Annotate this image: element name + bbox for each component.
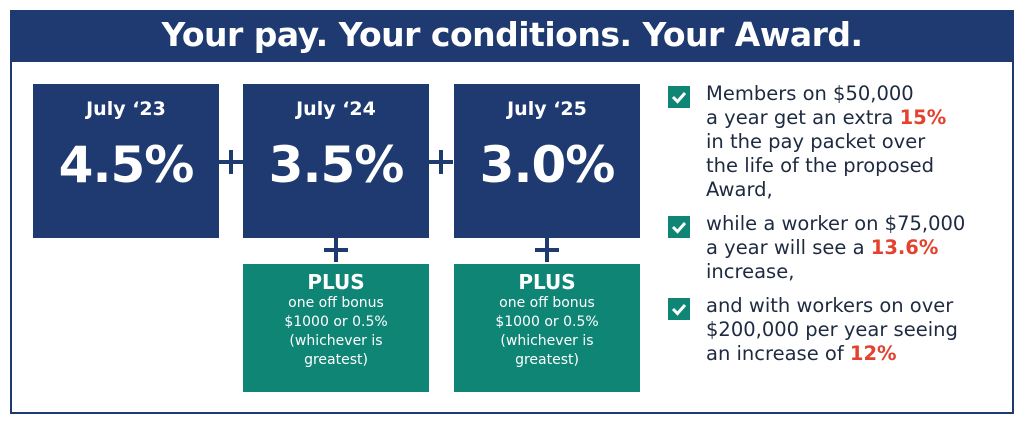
line: a year will see a 13.6% bbox=[706, 236, 1008, 260]
date: July ‘25 bbox=[507, 98, 587, 120]
text: Award, bbox=[706, 178, 773, 201]
bonus-line: (whichever is bbox=[289, 333, 383, 349]
text: the life of the proposed bbox=[706, 154, 935, 177]
checklist-item: while a worker on $75,000 a year will see… bbox=[668, 212, 1008, 284]
bonus-heading: PLUS bbox=[307, 270, 365, 294]
rate: 3.0% bbox=[479, 136, 616, 194]
check-icon bbox=[671, 92, 687, 104]
check-icon bbox=[671, 304, 687, 316]
text: while a worker on $75,000 bbox=[706, 212, 966, 235]
line: increase, bbox=[706, 260, 1008, 284]
text: $200,000 per year seeing bbox=[706, 318, 958, 341]
highlight: 12% bbox=[849, 342, 897, 365]
date: July ‘24 bbox=[296, 98, 376, 120]
bonus-box: PLUS one off bonus $1000 or 0.5% (whichever… bbox=[454, 264, 640, 392]
bonus-line: $1000 or 0.5% bbox=[495, 314, 599, 330]
line: a year get an extra 15% bbox=[706, 106, 1008, 130]
bonus-line: one off bonus bbox=[499, 295, 595, 311]
text: in the pay packet over bbox=[706, 130, 926, 153]
line: while a worker on $75,000 bbox=[706, 212, 1008, 236]
highlight: 13.6% bbox=[870, 236, 939, 259]
rate: 3.5% bbox=[268, 136, 405, 194]
increase-box: July ‘25 3.0% bbox=[454, 84, 640, 238]
plus-sign bbox=[535, 238, 559, 262]
bonus-line: (whichever is bbox=[500, 333, 594, 349]
line: the life of the proposed bbox=[706, 154, 1008, 178]
line: $200,000 per year seeing bbox=[706, 318, 1008, 342]
plus-sign bbox=[324, 238, 348, 262]
checklist: Members on $50,000 a year get an extra 15… bbox=[668, 82, 1008, 376]
increase-box: July ‘23 4.5% bbox=[33, 84, 219, 238]
line: Award, bbox=[706, 178, 1008, 202]
checkbox bbox=[668, 86, 690, 108]
bonus-box: PLUS one off bonus $1000 or 0.5% (whichever… bbox=[243, 264, 429, 392]
text: Members on $50,000 bbox=[706, 82, 914, 105]
text: and with workers on over bbox=[706, 294, 954, 317]
bonus-line: $1000 or 0.5% bbox=[284, 314, 388, 330]
check-icon bbox=[671, 222, 687, 234]
text: a year will see a bbox=[706, 236, 871, 259]
checklist-item: Members on $50,000 a year get an extra 15… bbox=[668, 82, 1008, 202]
line: Members on $50,000 bbox=[706, 82, 1008, 106]
rate: 4.5% bbox=[58, 136, 195, 194]
highlight: 15% bbox=[899, 106, 947, 129]
bonus-line: greatest) bbox=[304, 352, 368, 368]
line: and with workers on over bbox=[706, 294, 1008, 318]
bonus-line: greatest) bbox=[515, 352, 579, 368]
header-title: Your pay. Your conditions. Your Award. bbox=[10, 10, 1014, 62]
text: increase, bbox=[706, 260, 795, 283]
date: July ‘23 bbox=[86, 98, 166, 120]
checklist-item: and with workers on over $200,000 per yea… bbox=[668, 294, 1008, 366]
plus-sign bbox=[429, 150, 453, 174]
plus-sign bbox=[219, 150, 243, 174]
line: an increase of 12% bbox=[706, 342, 1008, 366]
checkbox bbox=[668, 216, 690, 238]
bonus-heading: PLUS bbox=[518, 270, 576, 294]
text: a year get an extra bbox=[706, 106, 900, 129]
bonus-line: one off bonus bbox=[288, 295, 384, 311]
text: an increase of bbox=[706, 342, 850, 365]
increase-box: July ‘24 3.5% bbox=[243, 84, 429, 238]
checkbox bbox=[668, 298, 690, 320]
line: in the pay packet over bbox=[706, 130, 1008, 154]
